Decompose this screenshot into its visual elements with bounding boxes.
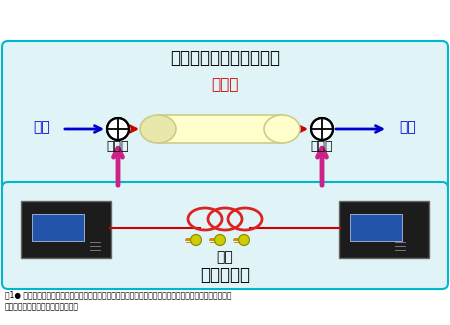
Text: 元のデータに戻すことはできない。: 元のデータに戻すことはできない。 xyxy=(5,303,79,311)
Text: 量子鍵配送: 量子鍵配送 xyxy=(200,266,250,284)
Circle shape xyxy=(190,235,202,245)
Circle shape xyxy=(107,118,129,140)
Text: 平文: 平文 xyxy=(400,120,416,134)
Text: 暗号文: 暗号文 xyxy=(212,77,239,93)
Text: ワンタイムパッド暗号化: ワンタイムパッド暗号化 xyxy=(170,49,280,67)
Text: 秘密鍵: 秘密鍵 xyxy=(311,140,333,153)
FancyBboxPatch shape xyxy=(339,201,429,258)
Circle shape xyxy=(215,235,225,245)
FancyBboxPatch shape xyxy=(2,182,448,289)
Text: 光子: 光子 xyxy=(216,250,234,264)
Ellipse shape xyxy=(140,115,176,143)
Text: 平文: 平文 xyxy=(34,120,50,134)
FancyBboxPatch shape xyxy=(2,41,448,201)
Ellipse shape xyxy=(264,115,300,143)
Circle shape xyxy=(238,235,249,245)
FancyBboxPatch shape xyxy=(32,214,84,241)
Text: 秘密鍵: 秘密鍵 xyxy=(107,140,129,153)
FancyBboxPatch shape xyxy=(21,201,111,258)
FancyBboxPatch shape xyxy=(350,214,402,241)
Bar xyxy=(158,115,282,143)
Text: 図1● 量子暗号における操作の概要図。量子鍵を共有していなければ、たとえデータを傍受できたとしても: 図1● 量子暗号における操作の概要図。量子鍵を共有していなければ、たとえデータを… xyxy=(5,291,231,300)
Circle shape xyxy=(311,118,333,140)
